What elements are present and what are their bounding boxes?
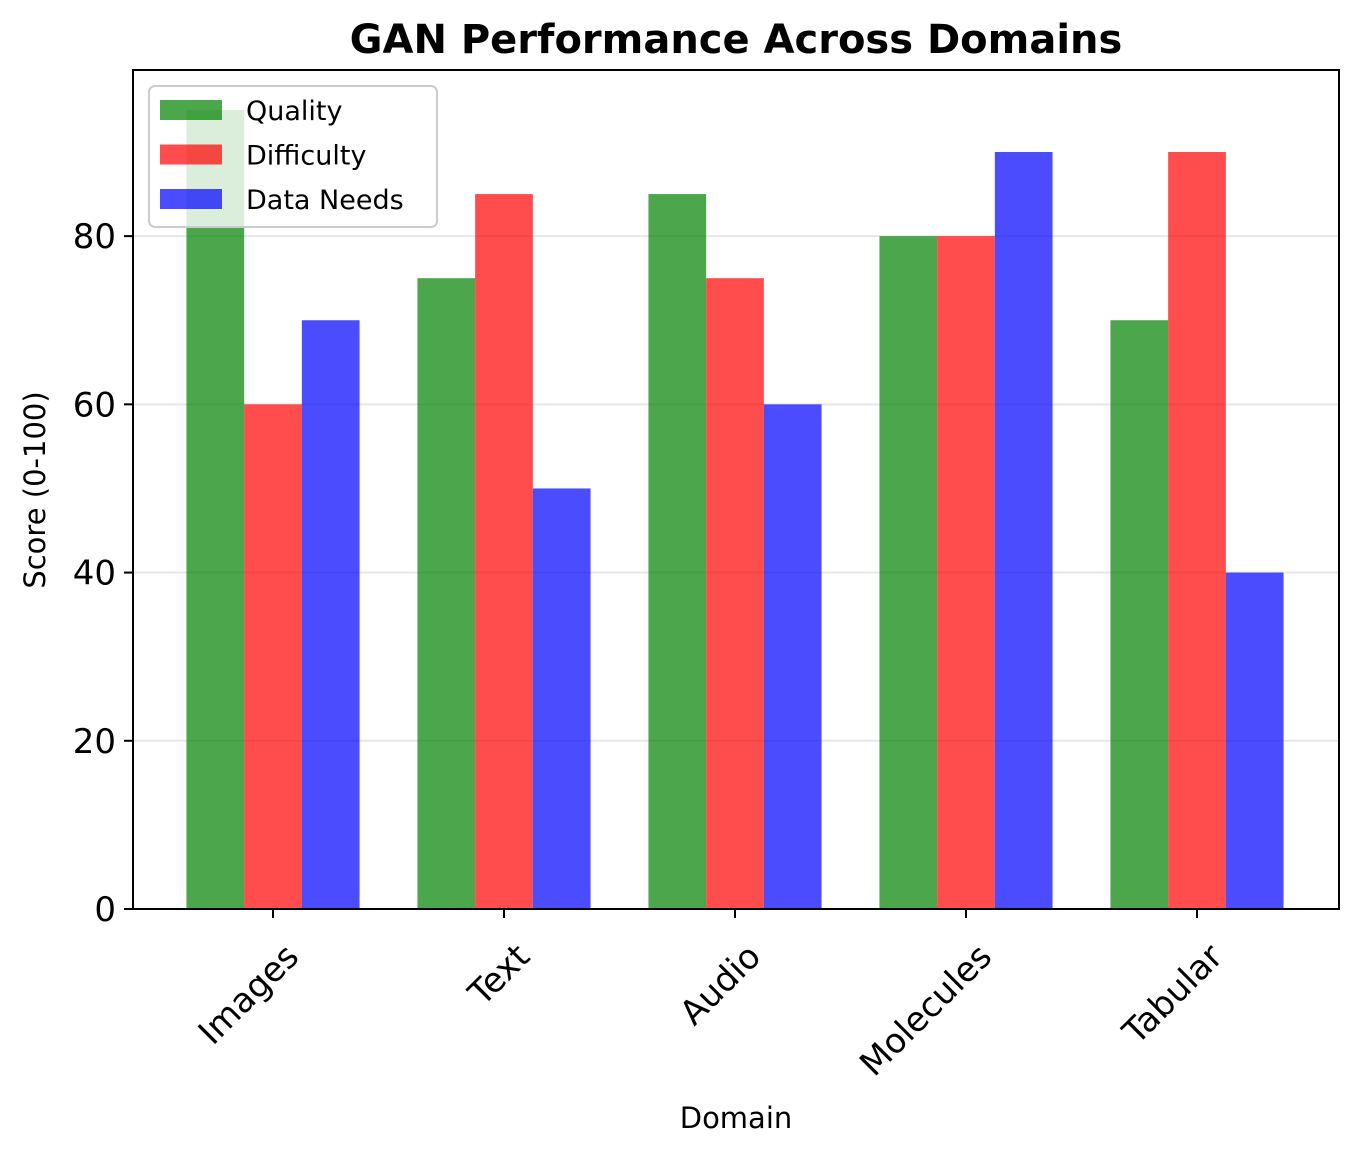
- bar-quality-tabular: [1110, 320, 1169, 910]
- legend-label-difficulty: Difficulty: [246, 141, 366, 172]
- y-tick-label: 40: [73, 554, 116, 594]
- legend-label-data-needs: Data Needs: [246, 185, 404, 216]
- y-tick-label: 20: [73, 722, 116, 762]
- bar-difficulty-text: [475, 194, 533, 910]
- bar-quality-images: [186, 109, 245, 909]
- bar-data-needs-text: [532, 488, 591, 909]
- bar-difficulty-molecules: [937, 236, 995, 909]
- bar-data-needs-molecules: [994, 152, 1053, 910]
- legend-swatch-data-needs: [160, 189, 222, 209]
- bar-data-needs-audio: [763, 404, 822, 909]
- x-axis-ticks: Images Text Audio Molecules Tabular: [191, 909, 1231, 1084]
- chart-title: GAN Performance Across Domains: [350, 17, 1123, 63]
- x-tick-label: Text: [460, 937, 538, 1015]
- bar-data-needs-images: [301, 320, 360, 910]
- y-tick-label: 0: [94, 890, 116, 930]
- bar-data-needs-tabular: [1225, 572, 1284, 909]
- x-tick-label: Audio: [672, 937, 769, 1034]
- bar-quality-molecules: [879, 236, 938, 909]
- bar-difficulty-images: [244, 404, 302, 909]
- bars: [186, 109, 1284, 910]
- x-axis-label: Domain: [680, 1101, 793, 1135]
- x-tick-label: Images: [191, 937, 307, 1053]
- x-tick-label: Tabular: [1115, 937, 1231, 1053]
- legend-swatch-quality: [160, 100, 222, 120]
- bar-difficulty-tabular: [1168, 152, 1226, 910]
- bar-quality-text: [417, 278, 476, 909]
- legend: Quality Difficulty Data Needs: [148, 85, 438, 228]
- legend-swatch-difficulty: [160, 144, 222, 165]
- y-axis-ticks: 0 20 40 60 80: [73, 217, 133, 930]
- x-tick-label: Molecules: [852, 937, 1000, 1085]
- bar-quality-audio: [648, 194, 707, 910]
- y-tick-label: 80: [73, 217, 116, 257]
- bar-difficulty-audio: [706, 278, 764, 909]
- legend-label-quality: Quality: [246, 96, 342, 127]
- y-axis-label: Score (0-100): [18, 391, 52, 588]
- y-tick-label: 60: [73, 385, 116, 425]
